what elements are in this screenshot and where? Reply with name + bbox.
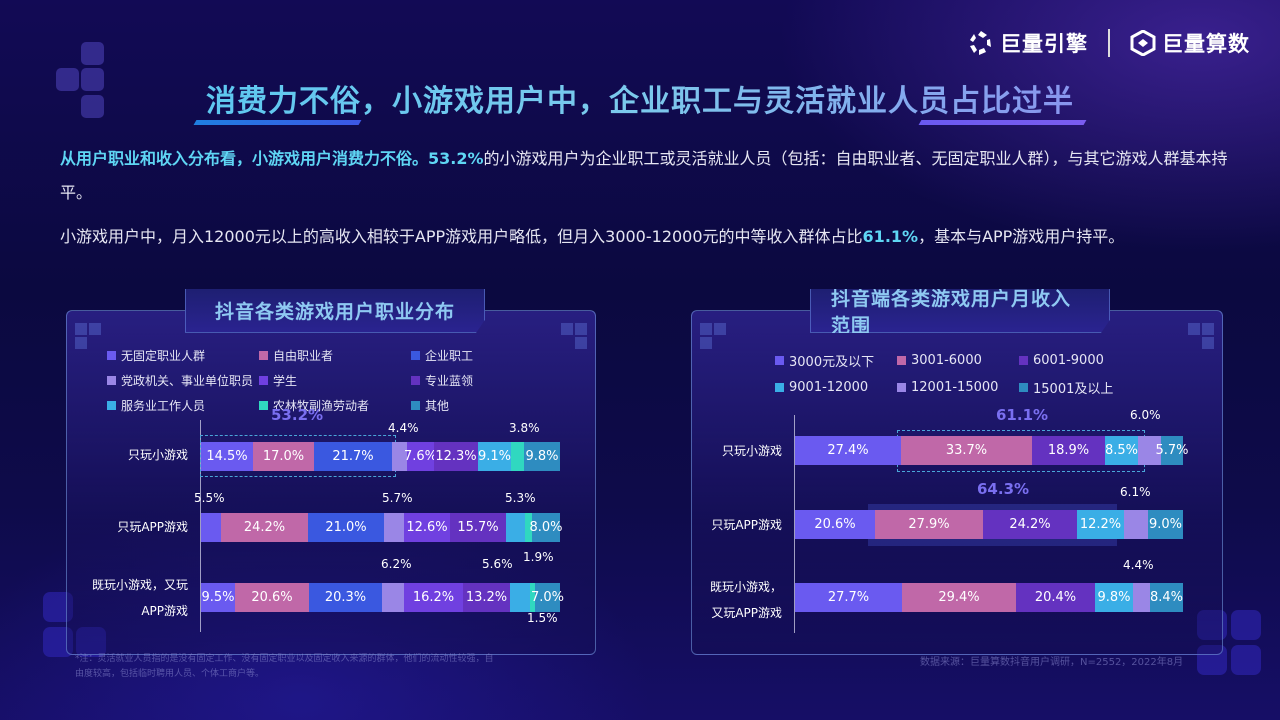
- summary-text: 的小游戏用户为企业职工或灵活就业人员（包括：自由职业者、无固定职业人群），与其它…: [60, 149, 1228, 202]
- panel-title: 抖音各类游戏用户职业分布: [185, 289, 485, 333]
- legend-swatch: [897, 383, 906, 392]
- value-label: 4.4%: [388, 421, 419, 435]
- legend-item: 党政机关、事业单位职员: [107, 372, 259, 389]
- legend-swatch: [259, 376, 268, 385]
- legend-swatch: [107, 351, 116, 360]
- legend-item: 农林牧副渔劳动者: [259, 397, 411, 414]
- data-source: 数据来源：巨量算数抖音用户调研，N=2552，2022年8月: [920, 657, 1184, 668]
- summary-text: ，基本与APP游戏用户持平。: [918, 227, 1125, 246]
- row-label: 只玩小游戏: [127, 448, 188, 462]
- logo-text: 巨量引擎: [1000, 32, 1088, 56]
- value-label: 5.6%: [482, 557, 513, 571]
- y-axis-line: [200, 420, 201, 632]
- legend-swatch: [107, 401, 116, 410]
- y-axis-line: [794, 415, 795, 633]
- row-label: 只玩APP游戏: [711, 518, 782, 532]
- value-label: 1.9%: [523, 550, 554, 564]
- legend-item: 9001-12000: [775, 378, 897, 397]
- panel-title: 抖音端各类游戏用户月收入范围: [810, 289, 1110, 333]
- legend-swatch: [411, 351, 420, 360]
- value-label: 1.5%: [527, 611, 558, 625]
- row-label: 既玩小游戏，: [709, 580, 782, 594]
- bar-only-mini: 27.4% 33.7% 18.9% 8.5% 5.7%: [795, 436, 1189, 465]
- value-label: 3.8%: [509, 421, 540, 435]
- value-label: 4.4%: [1123, 558, 1154, 572]
- legend-swatch: [259, 401, 268, 410]
- summary-paragraph-2: 小游戏用户中，月入12000元以上的高收入相较于APP游戏用户略低，但月入300…: [60, 220, 1240, 254]
- legend-item: 6001-9000: [1019, 351, 1149, 370]
- juliang-engine-logo-icon: [970, 31, 991, 55]
- row-label: 只玩APP游戏: [117, 520, 188, 534]
- legend-item: 15001及以上: [1019, 378, 1149, 397]
- decor-square: [1231, 610, 1261, 640]
- row-label: 既玩小游戏，又玩: [91, 578, 188, 592]
- income-legend: 3000元及以下 3001-6000 6001-9000 9001-12000 …: [775, 351, 1149, 397]
- page-title: 消费力不俗，小游戏用户中，企业职工与灵活就业人员占比过半: [0, 76, 1280, 120]
- value-label: 6.0%: [1130, 408, 1161, 422]
- logo-juliang-suanshu: 巨量算数: [1130, 28, 1250, 58]
- occupation-legend: 无固定职业人群 自由职业者 企业职工 党政机关、事业单位职员 学生 专业蓝领 服…: [107, 347, 541, 414]
- row-label: 只玩小游戏: [721, 444, 782, 458]
- legend-swatch: [1019, 356, 1028, 365]
- bar-only-app: 24.2% 21.0% 12.6% 15.7% 8.0%: [201, 513, 563, 542]
- legend-swatch: [1019, 383, 1028, 392]
- bar-both: 27.7% 29.4% 20.4% 9.8% 8.4%: [795, 583, 1183, 612]
- bar-both: 9.5% 20.6% 20.3% 16.2% 13.2% 7.0%: [201, 583, 564, 612]
- legend-item: 服务业工作人员: [107, 397, 259, 414]
- logo-divider: [1108, 29, 1110, 57]
- legend-swatch: [775, 356, 784, 365]
- decor-square: [1231, 645, 1261, 675]
- row-label: 又玩APP游戏: [711, 606, 782, 620]
- legend-swatch: [897, 356, 906, 365]
- title-underline-left: [193, 120, 362, 125]
- bar-only-mini: 14.5% 17.0% 21.7% 7.6% 12.3% 9.1% 9.8%: [201, 442, 560, 471]
- legend-item: 自由职业者: [259, 347, 411, 364]
- legend-item: 3000元及以下: [775, 351, 897, 370]
- decor-square: [56, 68, 79, 91]
- legend-swatch: [411, 401, 420, 410]
- value-label: 6.2%: [381, 557, 412, 571]
- total-annotation: 64.3%: [977, 480, 1030, 498]
- decor-square: [81, 68, 104, 91]
- legend-swatch: [411, 376, 420, 385]
- summary-paragraph-1: 从用户职业和收入分布看，小游戏用户消费力不俗。53.2%的小游戏用户为企业职工或…: [60, 142, 1240, 210]
- legend-item: 专业蓝领: [411, 372, 541, 389]
- footnote: *注：灵活就业人员指的是没有固定工作、没有固定职业以及固定收入来源的群体，他们的…: [75, 654, 494, 679]
- legend-item: 无固定职业人群: [107, 347, 259, 364]
- summary-highlight: 61.1%: [862, 227, 919, 246]
- value-label: 6.1%: [1120, 485, 1151, 499]
- total-annotation: 53.2%: [271, 406, 324, 424]
- legend-item: 3001-6000: [897, 351, 1019, 370]
- legend-swatch: [775, 383, 784, 392]
- total-annotation: 61.1%: [996, 406, 1049, 424]
- title-underline-right: [918, 120, 1087, 125]
- row-label: APP游戏: [141, 604, 188, 618]
- summary-highlight: 从用户职业和收入分布看，小游戏用户消费力不俗。53.2%: [60, 149, 484, 168]
- legend-swatch: [107, 376, 116, 385]
- decor-square: [81, 42, 104, 65]
- legend-item: 12001-15000: [897, 378, 1019, 397]
- logo-juliang-engine: 巨量引擎: [968, 28, 1088, 58]
- value-label: 5.3%: [505, 491, 536, 505]
- value-label: 5.7%: [382, 491, 413, 505]
- legend-swatch: [259, 351, 268, 360]
- logo-text: 巨量算数: [1162, 32, 1250, 56]
- summary-text: 小游戏用户中，月入12000元以上的高收入相较于APP游戏用户略低，但月入300…: [60, 227, 863, 246]
- legend-item: 企业职工: [411, 347, 541, 364]
- legend-item: 学生: [259, 372, 411, 389]
- bar-only-app: 20.6% 27.9% 24.2% 12.2% 9.0%: [795, 510, 1183, 539]
- value-label: 5.5%: [194, 491, 225, 505]
- legend-item: 其他: [411, 397, 541, 414]
- decor-square: [81, 95, 104, 118]
- brand-logos: 巨量引擎 巨量算数: [968, 28, 1250, 58]
- juliang-suanshu-logo-icon: [1130, 30, 1156, 56]
